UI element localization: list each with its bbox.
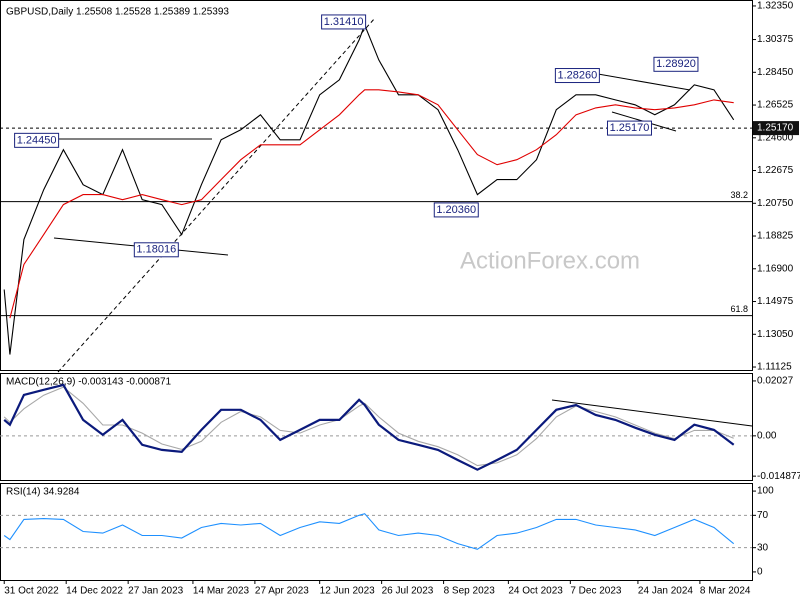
annotation-label: 1.25170	[610, 122, 650, 134]
x-tick-label: 14 Mar 2023	[193, 586, 250, 597]
y-tick-label: 0.02027	[757, 376, 794, 387]
annotation-box	[133, 242, 179, 258]
x-tick-label: 27 Jan 2023	[128, 586, 183, 597]
annotation-label: 1.24450	[17, 134, 57, 146]
annotation-label: 1.20360	[436, 204, 476, 216]
annotation-label: 1.28260	[557, 69, 597, 81]
x-tick-label: 8 Sep 2023	[444, 586, 496, 597]
y-tick-label: 0.00	[757, 430, 777, 441]
y-tick-label: 1.28450	[757, 67, 794, 78]
series-line	[3, 513, 735, 550]
rsi-panel	[0, 483, 753, 581]
fib-label: 38.2	[730, 190, 748, 200]
watermark: ActionForex.com	[460, 247, 640, 274]
y-tick-label: 1.18825	[757, 231, 794, 242]
annotation-box	[433, 202, 479, 218]
fib-label: 61.8	[730, 304, 748, 314]
y-tick-label: 1.13050	[757, 329, 794, 340]
series-line	[9, 89, 734, 319]
trendline	[57, 17, 376, 373]
x-tick-label: 7 Dec 2023	[570, 586, 622, 597]
x-tick-label: 14 Dec 2022	[66, 586, 123, 597]
annotation-label: 1.31410	[324, 16, 364, 28]
series-line	[3, 386, 734, 467]
trendline	[551, 399, 753, 427]
x-tick-label: 27 Apr 2023	[255, 586, 309, 597]
y-tick-label: -0.014877	[757, 471, 800, 482]
y-tick-label: 1.26525	[757, 100, 794, 111]
annotation-box	[554, 68, 600, 84]
y-tick-label: 0	[757, 567, 763, 578]
y-tick-label: 1.22675	[757, 165, 794, 176]
y-tick-label: 70	[757, 510, 769, 521]
series-line	[3, 23, 735, 355]
y-tick-label: 1.24600	[757, 132, 794, 143]
price-box	[753, 121, 799, 136]
macd-panel	[0, 373, 753, 481]
x-tick-label: 26 Jul 2023	[382, 586, 434, 597]
x-tick-label: 24 Oct 2023	[508, 586, 563, 597]
y-tick-label: 100	[757, 486, 774, 497]
macd-title: MACD(12,26,9) -0.003143 -0.000871	[6, 377, 172, 388]
annotation-label: 1.28920	[656, 58, 696, 70]
trendline	[597, 73, 691, 91]
x-tick-label: 12 Jun 2023	[320, 586, 375, 597]
x-tick-label: 8 Mar 2024	[700, 586, 751, 597]
y-tick-label: 30	[757, 542, 769, 553]
annotation-box	[653, 56, 699, 72]
price-box-label: 1.25170	[757, 123, 794, 134]
y-tick-label: 1.32350	[757, 1, 794, 12]
annotation-label: 1.18016	[136, 244, 176, 256]
price-title: GBPUSD,Daily 1.25508 1.25528 1.25389 1.2…	[6, 7, 229, 18]
annotation-box	[321, 14, 367, 30]
series-line	[3, 383, 735, 471]
y-tick-label: 1.16900	[757, 263, 794, 274]
price-panel	[0, 0, 753, 371]
annotation-box	[606, 120, 652, 136]
y-tick-label: 1.14975	[757, 296, 794, 307]
y-tick-label: 1.11125	[757, 362, 792, 373]
rsi-title: RSI(14) 34.9284	[6, 487, 80, 498]
y-tick-label: 1.30375	[757, 34, 794, 45]
x-tick-label: 24 Jan 2024	[638, 586, 693, 597]
y-tick-label: 1.20750	[757, 198, 794, 209]
x-tick-label: 31 Oct 2022	[4, 586, 59, 597]
annotation-box	[14, 132, 60, 148]
